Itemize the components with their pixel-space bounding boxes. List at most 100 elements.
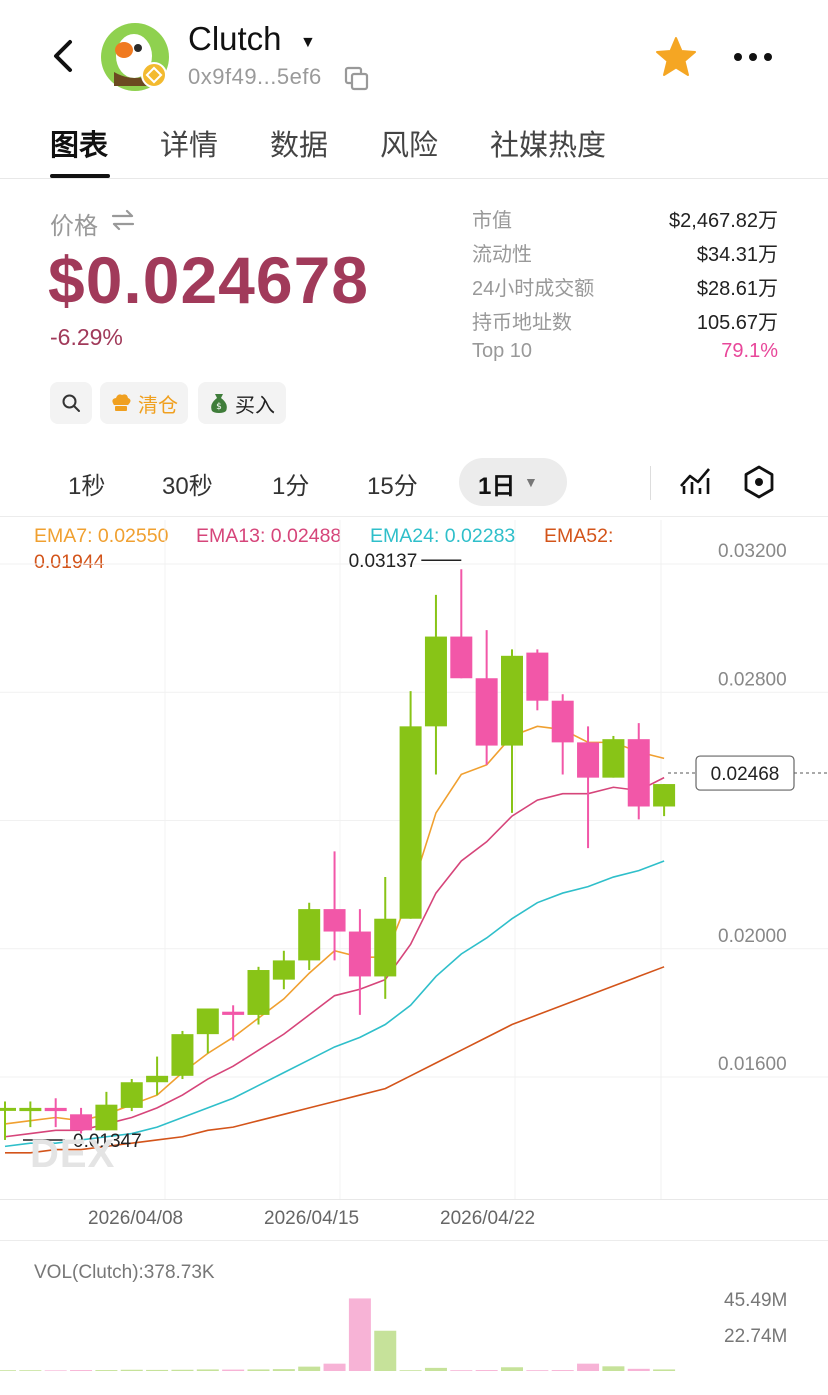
tab-details[interactable]: 详情 <box>160 130 219 162</box>
volume-bar <box>146 1369 169 1371</box>
high-price-label: 0.03137 <box>349 551 418 572</box>
candle-body <box>19 1107 42 1112</box>
current-price-label: 0.02468 <box>711 764 780 785</box>
candle <box>95 1091 118 1131</box>
candle-body <box>298 909 321 961</box>
token-avatar <box>101 23 169 91</box>
volume-bar <box>247 1369 270 1371</box>
swap-icon[interactable] <box>110 208 136 232</box>
candle-body <box>0 1107 16 1111</box>
more-icon[interactable] <box>733 52 773 62</box>
volume-bar <box>171 1369 194 1371</box>
stat-key: 持币地址数 <box>472 312 572 334</box>
candle <box>501 649 523 813</box>
sell-all-button[interactable]: 清仓 <box>100 382 188 424</box>
volume-bar <box>222 1369 245 1371</box>
candle <box>399 691 422 919</box>
date-label: 2026/04/08 <box>88 1208 184 1229</box>
volume-label: VOL(Clutch):378.73K <box>34 1262 215 1283</box>
buy-label: 买入 <box>235 394 275 417</box>
date-axis-line <box>0 1199 828 1200</box>
volume-tick: 45.49M <box>724 1290 788 1311</box>
interval-1d[interactable]: 1日 <box>478 473 516 500</box>
tab-risk[interactable]: 风险 <box>380 130 439 162</box>
volume-bar <box>70 1370 93 1371</box>
chef-hat-icon <box>112 394 131 411</box>
candle-body <box>222 1011 245 1015</box>
separator <box>0 516 828 517</box>
stat-key: 24小时成交额 <box>472 278 595 300</box>
candle <box>450 569 473 679</box>
interval-30s[interactable]: 30秒 <box>162 473 213 500</box>
candle <box>323 851 346 961</box>
candle <box>577 726 600 849</box>
stat-row: 24小时成交额 $28.61万 <box>472 268 778 302</box>
candle-body <box>653 784 676 807</box>
stat-row: 持币地址数 105.67万 <box>472 302 778 336</box>
svg-text:$: $ <box>216 402 222 412</box>
volume-bar <box>298 1366 321 1371</box>
y-tick-label: 0.03200 <box>718 541 787 562</box>
candle-body <box>120 1082 143 1108</box>
stat-value: 105.67万 <box>696 312 778 334</box>
separator <box>0 1240 828 1241</box>
candlestick-chart[interactable]: 0.03200 0.02800 0.02000 0.01600 0.03137 0.013… <box>0 520 828 1200</box>
candle <box>120 1079 143 1112</box>
candle <box>171 1030 194 1080</box>
candle-body <box>146 1075 169 1083</box>
interval-1d-pill[interactable] <box>459 458 567 506</box>
candle <box>627 723 650 820</box>
candle-body <box>247 970 270 1015</box>
candle-body <box>196 1008 219 1035</box>
star-icon[interactable] <box>654 36 698 78</box>
tab-chart[interactable]: 图表 <box>50 130 109 162</box>
indicator-icon[interactable] <box>678 464 712 498</box>
candle-body <box>171 1034 194 1076</box>
candle <box>551 694 574 775</box>
volume-bar <box>526 1370 549 1371</box>
candle-body <box>399 726 422 919</box>
volume-bar <box>323 1363 346 1371</box>
copy-icon[interactable] <box>344 66 370 92</box>
chevron-down-icon[interactable]: ▼ <box>524 474 538 490</box>
stats-panel: 市值 $2,467.82万 流动性 $34.31万 24小时成交额 $28.61万 持… <box>472 200 778 370</box>
buy-button[interactable]: $ 买入 <box>198 382 286 424</box>
volume-bar <box>627 1368 650 1371</box>
stat-row: 流动性 $34.31万 <box>472 234 778 268</box>
date-label: 2026/04/15 <box>264 1208 360 1229</box>
token-name[interactable]: Clutch <box>188 20 282 57</box>
tab-social[interactable]: 社媒热度 <box>490 130 607 162</box>
candle-body <box>501 655 523 746</box>
candle <box>44 1098 67 1128</box>
candle-body <box>424 636 447 727</box>
price-value: $0.024678 <box>48 243 369 317</box>
stat-row: Top 10 79.1% <box>472 336 778 370</box>
volume-bar <box>374 1330 397 1371</box>
volume-bar <box>272 1369 295 1371</box>
volume-bar <box>196 1369 219 1371</box>
volume-bar <box>551 1370 574 1371</box>
volume-bar <box>475 1370 498 1371</box>
candle <box>146 1056 169 1096</box>
settings-hexagon-icon[interactable] <box>742 464 776 500</box>
interval-15m[interactable]: 15分 <box>367 473 418 500</box>
tab-data[interactable]: 数据 <box>270 130 329 162</box>
interval-1m[interactable]: 1分 <box>272 473 310 500</box>
interval-1s[interactable]: 1秒 <box>68 473 106 500</box>
y-tick-label: 0.02000 <box>718 926 787 947</box>
back-arrow-icon[interactable] <box>46 36 82 76</box>
stat-key: Top 10 <box>472 340 533 362</box>
volume-bar <box>348 1298 371 1371</box>
volume-bar <box>602 1366 625 1371</box>
chevron-down-icon[interactable]: ▼ <box>300 34 316 51</box>
candle <box>247 966 270 1025</box>
y-tick-label: 0.02800 <box>718 669 787 690</box>
candle-body <box>44 1107 67 1112</box>
volume-bar <box>95 1370 118 1371</box>
candle <box>19 1101 42 1128</box>
candle <box>272 950 295 990</box>
volume-bar <box>399 1370 422 1371</box>
ema13-label: EMA13: 0.02488 <box>196 525 342 547</box>
search-button[interactable] <box>50 382 92 424</box>
candle <box>298 902 321 971</box>
